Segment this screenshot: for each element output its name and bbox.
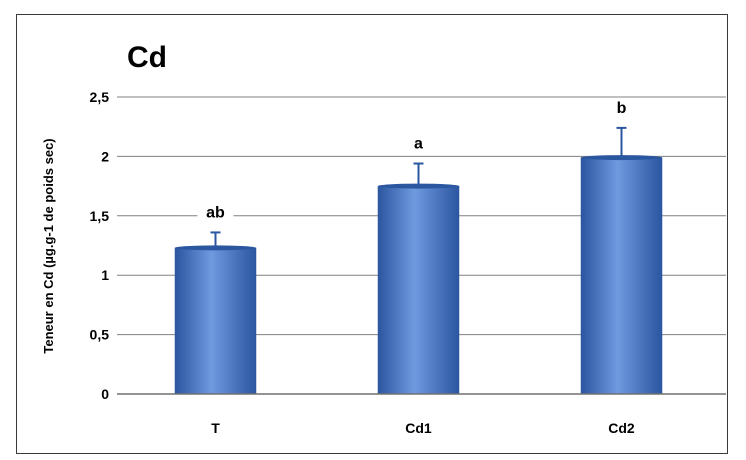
x-tick-label-Cd1: Cd1 bbox=[405, 420, 432, 436]
y-tick-label: 0 bbox=[101, 386, 109, 402]
bar-Cd2 bbox=[580, 157, 663, 395]
significance-label-bg bbox=[197, 202, 234, 223]
y-tick-labels: 0 0,5 1 1,5 2 2,5 bbox=[90, 89, 110, 402]
x-tick-label-Cd2: Cd2 bbox=[608, 420, 635, 436]
significance-label-bg bbox=[609, 97, 634, 118]
bars bbox=[174, 155, 663, 395]
bar-T bbox=[174, 247, 257, 395]
significance-label-Cd2: b bbox=[617, 100, 627, 117]
x-tick-labels: T Cd1 Cd2 bbox=[211, 420, 635, 436]
bar-Cd1 bbox=[377, 185, 460, 395]
error-bars bbox=[210, 126, 627, 248]
y-tick-label: 1 bbox=[101, 267, 109, 283]
x-tick-label-T: T bbox=[211, 420, 220, 436]
significance-label-Cd1: a bbox=[414, 136, 423, 153]
significance-label-T: ab bbox=[206, 204, 225, 221]
y-tick-label: 2 bbox=[101, 148, 109, 164]
y-axis-label: Teneur en Cd (µg.g-1 de poids sec) bbox=[41, 138, 56, 353]
chart-title: Cd bbox=[127, 41, 167, 74]
y-tick-label: 0,5 bbox=[90, 327, 110, 343]
significance-label-bg bbox=[406, 133, 431, 154]
y-tick-label: 1,5 bbox=[90, 208, 110, 224]
y-tick-label: 2,5 bbox=[90, 89, 110, 105]
